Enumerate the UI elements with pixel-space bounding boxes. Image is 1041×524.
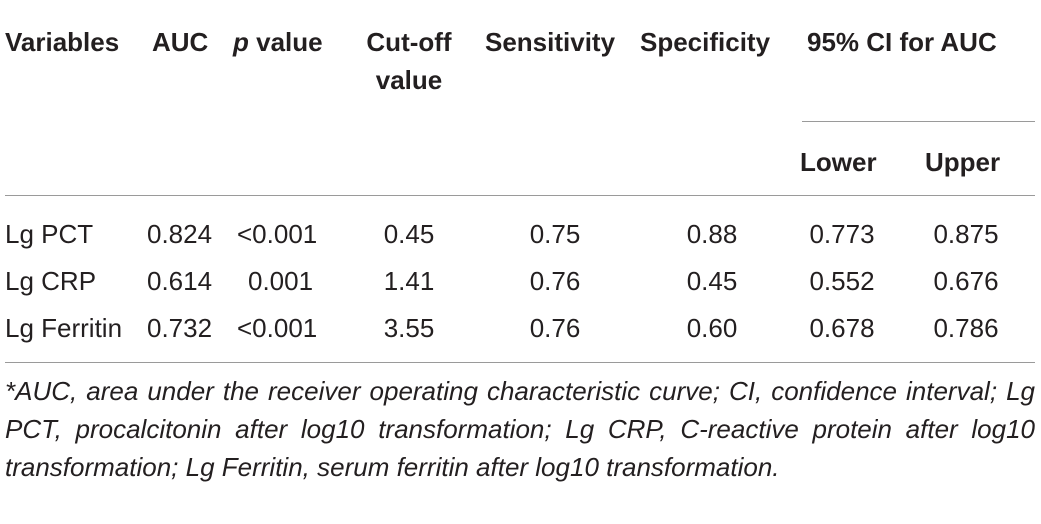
header-auc: AUC <box>152 27 209 57</box>
cell-auc: 0.732 <box>147 313 213 343</box>
cell-p-value: <0.001 <box>237 313 318 343</box>
cell-ci-lower: 0.678 <box>809 313 875 343</box>
cell-specificity: 0.45 <box>686 266 738 296</box>
header-p-rest: value <box>248 27 323 57</box>
header-bottom-rule <box>5 195 1035 196</box>
cell-specificity: 0.60 <box>686 313 738 343</box>
header-sensitivity: Sensitivity <box>485 27 616 57</box>
cell-variable: Lg Ferritin <box>5 313 123 343</box>
header-p-italic: p <box>233 27 249 57</box>
header-cutoff-line2: value <box>375 65 443 95</box>
cell-sensitivity: 0.76 <box>529 313 581 343</box>
cell-cutoff: 1.41 <box>383 266 435 296</box>
cell-ci-upper: 0.875 <box>933 219 999 249</box>
cell-variable: Lg PCT <box>5 219 94 249</box>
cell-p-value: <0.001 <box>237 219 318 249</box>
header-lower: Lower <box>800 147 877 177</box>
cell-ci-upper: 0.676 <box>933 266 999 296</box>
header-specificity: Specificity <box>640 27 771 57</box>
cell-ci-upper: 0.786 <box>933 313 999 343</box>
cell-auc: 0.824 <box>147 219 213 249</box>
cell-specificity: 0.88 <box>686 219 738 249</box>
table-footnote: *AUC, area under the receiver operating … <box>5 376 1035 482</box>
cell-cutoff: 3.55 <box>383 313 435 343</box>
cell-ci-lower: 0.552 <box>809 266 875 296</box>
cell-sensitivity: 0.75 <box>529 219 581 249</box>
header-p-value: p value <box>233 27 323 57</box>
header-variables: Variables <box>5 27 120 57</box>
cell-auc: 0.614 <box>147 266 213 296</box>
cell-p-value: 0.001 <box>248 266 314 296</box>
cell-sensitivity: 0.76 <box>529 266 581 296</box>
ci-subheader-rule <box>802 121 1035 122</box>
header-cutoff-line1: Cut-off <box>366 27 452 57</box>
header-ci-auc: 95% CI for AUC <box>807 27 997 57</box>
table-bottom-rule <box>5 362 1035 363</box>
header-upper: Upper <box>925 147 1001 177</box>
cell-cutoff: 0.45 <box>383 219 435 249</box>
cell-ci-lower: 0.773 <box>809 219 875 249</box>
cell-variable: Lg CRP <box>5 266 97 296</box>
